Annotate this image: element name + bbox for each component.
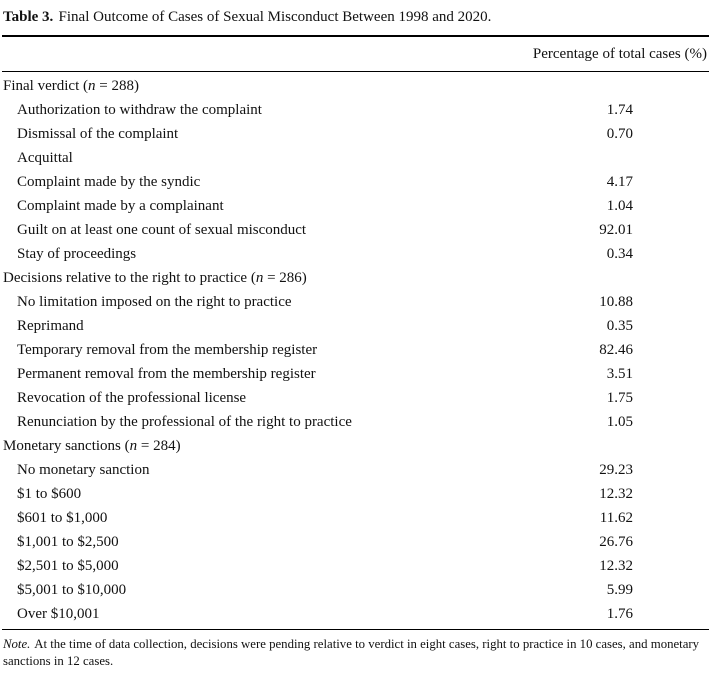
row-label: Acquittal <box>17 149 73 166</box>
table-row: No limitation imposed on the right to pr… <box>2 290 709 314</box>
row-value: 1.74 <box>606 101 633 118</box>
table-row: Complaint made by the syndic 4.17 <box>2 170 709 194</box>
row-label: Guilt on at least one count of sexual mi… <box>17 221 307 238</box>
row-label: Renunciation by the professional of the … <box>17 413 352 430</box>
row-label: No limitation imposed on the right to pr… <box>17 293 292 310</box>
row-value: 29.23 <box>599 461 633 478</box>
row-label: Decisions relative to the right to pract… <box>3 269 307 286</box>
row-value: 92.01 <box>599 221 633 238</box>
row-value: 1.76 <box>606 605 633 622</box>
column-header: Percentage of total cases (%) <box>532 46 707 62</box>
row-value: 26.76 <box>599 533 633 550</box>
row-value: 0.35 <box>606 317 633 334</box>
table-row: Reprimand 0.35 <box>2 314 709 338</box>
row-label: $2,501 to $5,000 <box>17 557 119 574</box>
row-value: 1.04 <box>606 197 633 214</box>
row-label: Permanent removal from the membership re… <box>17 365 316 382</box>
table-row: Authorization to withdraw the complaint … <box>2 98 709 122</box>
n-symbol: n <box>129 437 138 454</box>
table-row: Acquittal <box>2 146 709 170</box>
row-label: Authorization to withdraw the complaint <box>17 101 262 118</box>
row-label: Dismissal of the complaint <box>17 125 179 142</box>
row-label: $601 to $1,000 <box>17 509 108 526</box>
row-label: Revocation of the professional license <box>17 389 247 406</box>
n-symbol: n <box>87 77 96 94</box>
row-label: Stay of proceedings <box>17 245 137 262</box>
table-row: Revocation of the professional license 1… <box>2 386 709 410</box>
row-label: Temporary removal from the membership re… <box>17 341 318 358</box>
table-row: Complaint made by a complainant 1.04 <box>2 194 709 218</box>
row-label: Complaint made by a complainant <box>17 197 224 214</box>
header-rule <box>2 71 709 72</box>
row-value: 10.88 <box>599 293 633 310</box>
row-label: Final verdict (n = 288) <box>3 77 139 94</box>
table-row: Dismissal of the complaint 0.70 <box>2 122 709 146</box>
row-label: $5,001 to $10,000 <box>17 581 127 598</box>
top-rule <box>2 35 709 37</box>
table-title-text: Final Outcome of Cases of Sexual Miscond… <box>58 9 492 25</box>
table-row: $5,001 to $10,000 5.99 <box>2 578 709 602</box>
note-label: Note. <box>3 637 31 651</box>
row-value: 12.32 <box>599 557 633 574</box>
table-title: Table 3. Final Outcome of Cases of Sexual… <box>2 5 709 35</box>
row-value: 0.70 <box>606 125 633 142</box>
row-value: 1.75 <box>606 389 633 406</box>
row-label: $1,001 to $2,500 <box>17 533 119 550</box>
row-label: No monetary sanction <box>17 461 150 478</box>
table-note: Note. At the time of data collection, dec… <box>2 630 709 670</box>
table-row: Temporary removal from the membership re… <box>2 338 709 362</box>
row-label: Over $10,001 <box>17 605 100 622</box>
row-label: Complaint made by the syndic <box>17 173 201 190</box>
table-row: Final verdict (n = 288) <box>2 74 709 98</box>
row-value: 82.46 <box>599 341 633 358</box>
note-text: At the time of data collection, decision… <box>3 637 700 668</box>
table-number-label: Table 3. <box>3 9 54 25</box>
table-row: Over $10,001 1.76 <box>2 602 709 626</box>
row-value: 0.34 <box>606 245 633 262</box>
row-value: 11.62 <box>599 509 633 526</box>
table-body: Final verdict (n = 288) Authorization to… <box>2 72 709 629</box>
table-row: Permanent removal from the membership re… <box>2 362 709 386</box>
n-symbol: n <box>255 269 264 286</box>
table-row: Decisions relative to the right to pract… <box>2 266 709 290</box>
table-row: $601 to $1,000 11.62 <box>2 506 709 530</box>
row-label: $1 to $600 <box>17 485 82 502</box>
row-value: 1.05 <box>606 413 633 430</box>
table-row: Stay of proceedings 0.34 <box>2 242 709 266</box>
table-row: Renunciation by the professional of the … <box>2 410 709 434</box>
row-label: Reprimand <box>17 317 84 334</box>
row-value: 4.17 <box>606 173 633 190</box>
table-row: $2,501 to $5,000 12.32 <box>2 554 709 578</box>
row-value: 3.51 <box>606 365 633 382</box>
row-label: Monetary sanctions (n = 284) <box>3 437 181 454</box>
bottom-rule <box>2 629 709 630</box>
table-row: No monetary sanction 29.23 <box>2 458 709 482</box>
row-value: 12.32 <box>599 485 633 502</box>
table-row: $1 to $600 12.32 <box>2 482 709 506</box>
table-row: $1,001 to $2,500 26.76 <box>2 530 709 554</box>
row-value: 5.99 <box>606 581 633 598</box>
table-row: Monetary sanctions (n = 284) <box>2 434 709 458</box>
table-row: Guilt on at least one count of sexual mi… <box>2 218 709 242</box>
column-header-row: Percentage of total cases (%) <box>2 37 709 71</box>
